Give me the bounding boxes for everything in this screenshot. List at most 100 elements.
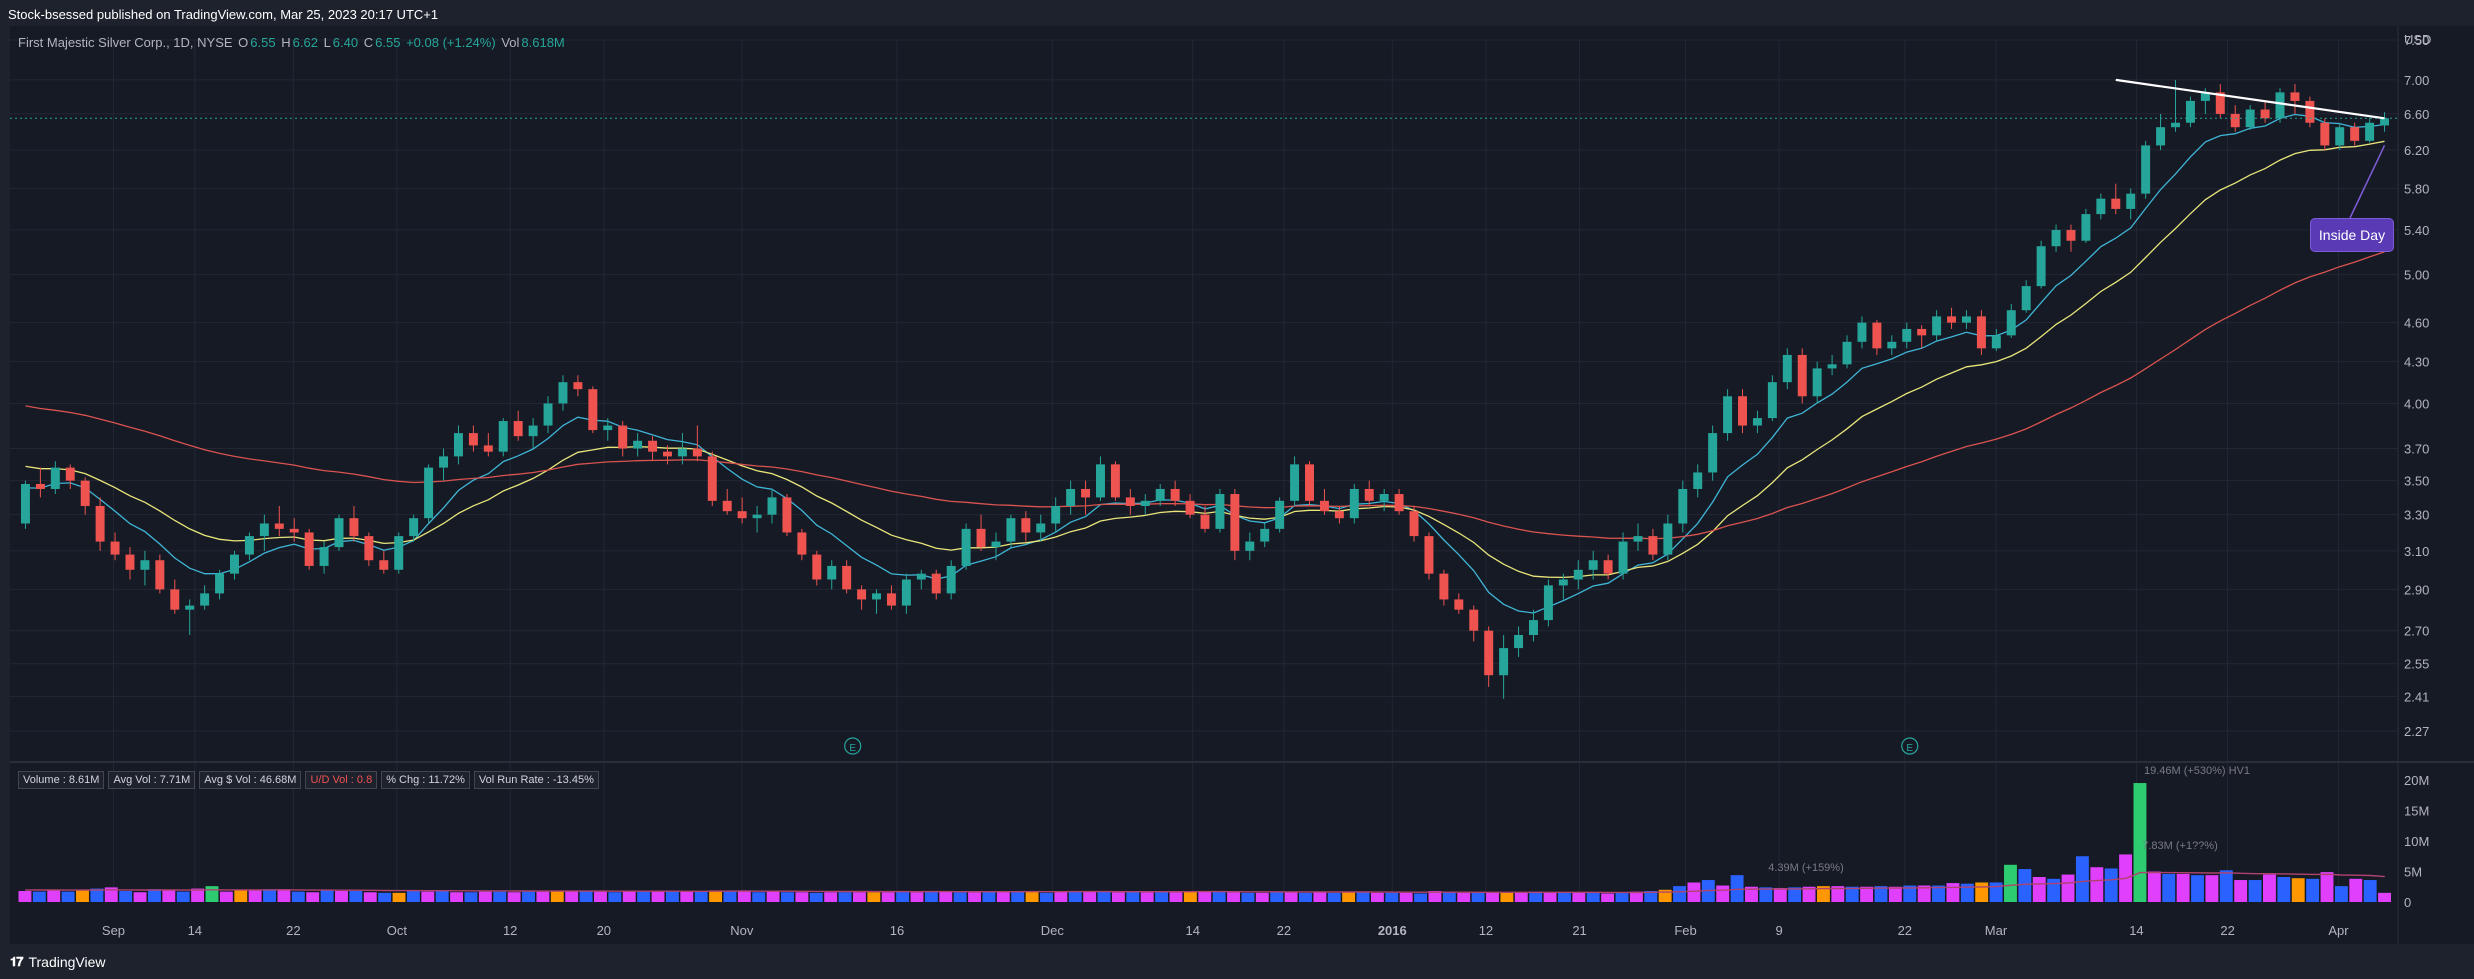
stat-avg-dollar-vol: Avg $ Vol : 46.68M [199, 771, 302, 789]
volume-bar [1975, 882, 1989, 902]
candle-body [1514, 635, 1524, 649]
volume-bar [565, 891, 579, 902]
volume-bar [1946, 883, 1960, 902]
volume-bar [1442, 892, 1456, 902]
candle-body [1499, 648, 1509, 676]
volume-bar [1888, 886, 1902, 902]
volume-bar [2363, 880, 2377, 902]
volume-bar [1831, 886, 1845, 902]
volume-bar [709, 890, 723, 902]
candle-body [558, 382, 568, 404]
volume-bar [1903, 885, 1917, 902]
price-tick-label: 6.60 [2404, 107, 2429, 122]
volume-bar [680, 891, 694, 902]
volume-bar [1960, 883, 1974, 902]
candle-body [1693, 472, 1703, 489]
volume-bar [320, 890, 334, 902]
volume-bar [939, 891, 953, 902]
price-tick-label: 4.60 [2404, 316, 2429, 331]
candle-body [767, 497, 777, 515]
candle-body [1752, 418, 1762, 426]
candle-body [1334, 511, 1344, 519]
chart-frame[interactable] [10, 26, 2474, 944]
price-tick-label: 3.30 [2404, 508, 2429, 523]
volume-bar [522, 891, 535, 902]
volume-bar [291, 891, 305, 902]
candle-body [1125, 497, 1135, 506]
footer-bar: 𝟏𝟕 TradingView [0, 944, 2474, 979]
volume-bar [1227, 892, 1240, 902]
volume-bar [1155, 891, 1169, 902]
candle-body [2066, 229, 2076, 241]
candle-body [468, 433, 478, 446]
volume-bar [104, 887, 118, 902]
candle-body [1618, 541, 1628, 574]
volume-bar [2219, 870, 2233, 902]
volume-bar [1342, 892, 1356, 902]
chart-svg[interactable]: 7.50 7.00 6.60 6.20 5.80 5.40 5.00 4.60 4.30 4.00… [0, 0, 2474, 944]
candle-body [483, 445, 493, 452]
candle-body [2335, 127, 2345, 146]
published-by-text: Stock-bsessed published on TradingView.c… [8, 7, 439, 22]
volume-bar [1802, 886, 1816, 902]
candle-body [1767, 382, 1777, 419]
candle-body [2275, 92, 2285, 119]
volume-bar [1845, 886, 1859, 902]
volume-bar [1198, 891, 1212, 902]
inside-day-callout[interactable]: Inside Day [2310, 218, 2394, 252]
time-tick-label: 22 [1898, 923, 1912, 938]
volume-bar [910, 892, 924, 902]
candle-body [1215, 494, 1225, 529]
candle-body [2096, 198, 2106, 215]
volume-bar [1054, 891, 1068, 902]
candle-body [1230, 494, 1240, 551]
legend-low: 6.40 [332, 35, 359, 50]
candle-body [349, 518, 359, 537]
volume-bar [1414, 893, 1428, 902]
volume-bar [191, 888, 205, 902]
candle-body [1424, 536, 1434, 574]
time-tick-label: 12 [1479, 923, 1493, 938]
candle-body [1200, 514, 1210, 529]
candle-body [1275, 500, 1285, 529]
candle-body [1379, 494, 1389, 501]
legend-symbol: First Majestic Silver Corp., 1D, NYSE [18, 35, 233, 50]
candle-body [2126, 193, 2136, 209]
volume-bar [2032, 876, 2046, 902]
volume-bar [1644, 891, 1658, 902]
brand-text: TradingView [28, 954, 106, 970]
volume-tick-label: 5M [2404, 865, 2422, 880]
candle-body [1469, 609, 1479, 631]
volume-bar [1313, 892, 1327, 902]
candle-body [1573, 569, 1583, 580]
candle-body [185, 605, 195, 610]
candle-body [857, 589, 867, 600]
volume-bar [608, 892, 622, 902]
candle-body [618, 425, 628, 449]
volume-bar [162, 890, 176, 902]
volume-bar [1601, 893, 1615, 902]
legend-high: 6.62 [292, 35, 318, 50]
candle-body [2305, 100, 2315, 123]
candle-body [2185, 100, 2195, 123]
tradingview-brand[interactable]: 𝟏𝟕 TradingView [10, 954, 106, 970]
candle-body [1081, 488, 1091, 498]
stat-avg-vol: Avg Vol : 7.71M [108, 771, 196, 789]
volume-bar [1299, 892, 1312, 902]
candle-body [1723, 396, 1733, 434]
legend-close: 6.55 [375, 35, 401, 50]
volume-bar [2234, 880, 2248, 902]
volume-bar [47, 890, 61, 902]
candle-body [1708, 433, 1718, 473]
candle-body [976, 528, 986, 548]
volume-bar [824, 892, 838, 902]
time-tick-label: 14 [2129, 923, 2143, 938]
legend-vol: 8.618M [521, 35, 565, 50]
volume-bar [1745, 886, 1758, 902]
ma-fast-line [25, 113, 2385, 614]
volume-annotation: 19.46M (+530%) HV1 [2144, 765, 2250, 777]
volume-bar [1989, 882, 2003, 902]
candle-body [1648, 536, 1658, 555]
volume-bar [1011, 891, 1025, 902]
